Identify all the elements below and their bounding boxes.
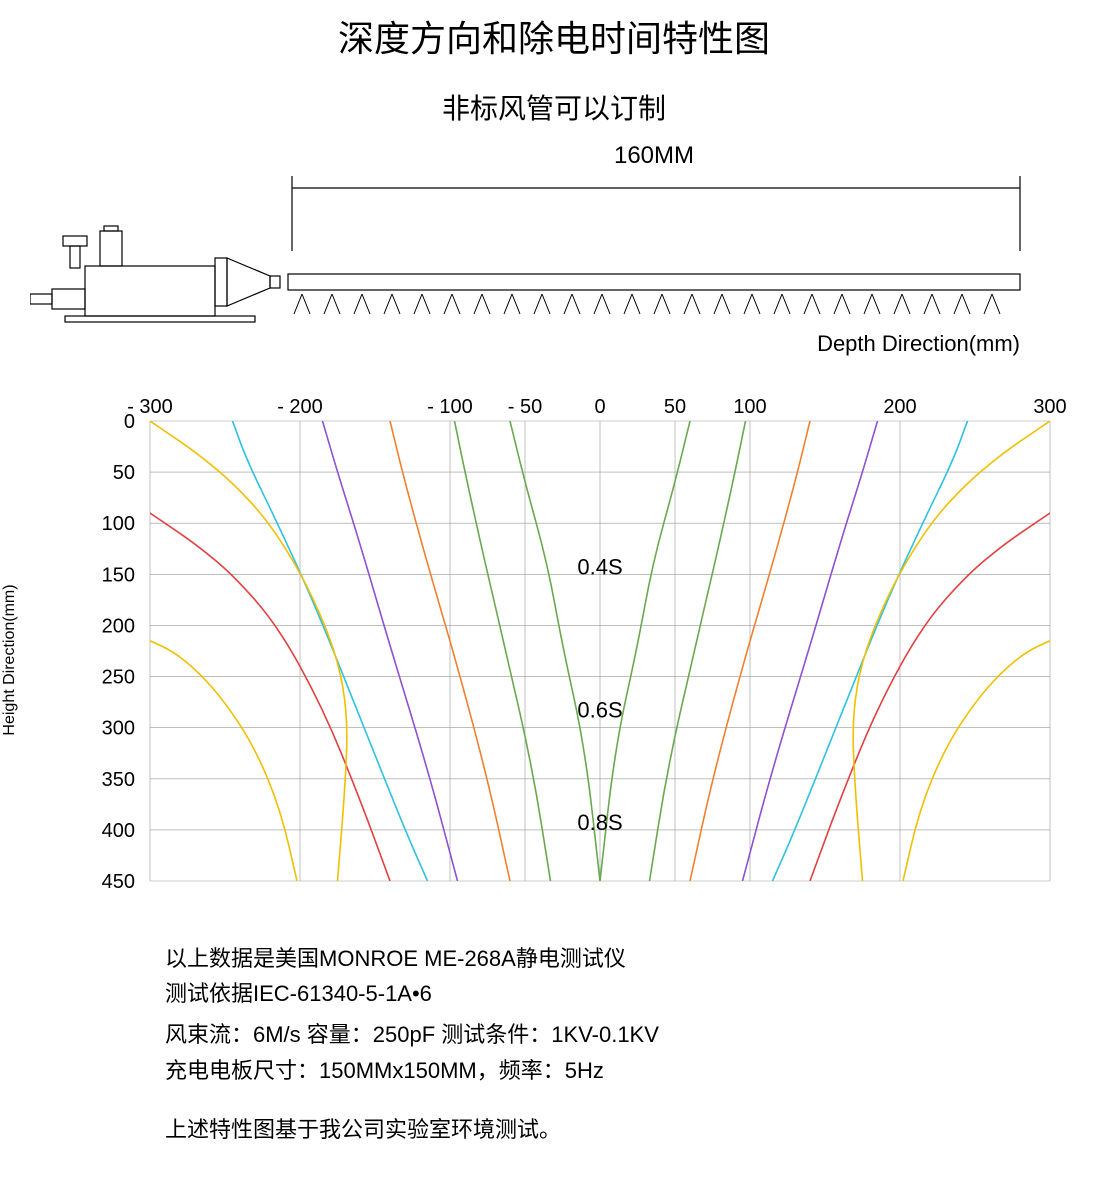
svg-text:- 100: - 100 — [427, 396, 473, 418]
svg-text:0.4S: 0.4S — [577, 554, 622, 579]
chart-area: Height Direction(mm) - 300- 200- 100- 50… — [30, 391, 1078, 911]
svg-text:200: 200 — [883, 396, 916, 418]
svg-text:450: 450 — [102, 871, 135, 893]
svg-text:Depth Direction(mm): Depth Direction(mm) — [817, 331, 1020, 356]
contour-chart: - 300- 200- 100- 50050100200300050100150… — [30, 391, 1078, 911]
svg-text:300: 300 — [1033, 396, 1066, 418]
y-axis-title: Height Direction(mm) — [1, 584, 19, 735]
subtitle: 非标风管可以订制 — [30, 87, 1078, 127]
svg-text:100: 100 — [733, 396, 766, 418]
note-line-4: 充电电板尺寸：150MMx150MM，频率：5Hz — [165, 1053, 1078, 1088]
svg-text:- 50: - 50 — [508, 396, 542, 418]
svg-text:400: 400 — [102, 820, 135, 842]
note-line-5: 上述特性图基于我公司实验室环境测试。 — [165, 1112, 1078, 1147]
svg-text:250: 250 — [102, 667, 135, 689]
svg-text:50: 50 — [113, 462, 135, 484]
svg-text:0.8S: 0.8S — [577, 810, 622, 835]
svg-text:300: 300 — [102, 718, 135, 740]
device-diagram: Depth Direction(mm) — [30, 176, 1078, 366]
svg-text:350: 350 — [102, 769, 135, 791]
page: 深度方向和除电时间特性图 非标风管可以订制 160MM Depth Direct… — [0, 0, 1108, 1177]
svg-text:- 200: - 200 — [277, 396, 323, 418]
svg-text:50: 50 — [664, 396, 686, 418]
svg-text:200: 200 — [102, 615, 135, 637]
device-diagram-row: Depth Direction(mm) — [30, 176, 1078, 366]
svg-text:0: 0 — [124, 411, 135, 433]
dimension-label: 160MM — [30, 142, 1078, 170]
note-line-2: 测试依据IEC-61340-5-1A•6 — [165, 976, 1078, 1011]
note-line-3: 风束流：6M/s 容量：250pF 测试条件：1KV-0.1KV — [165, 1017, 1078, 1052]
svg-text:150: 150 — [102, 564, 135, 586]
note-line-1: 以上数据是美国MONROE ME-268A静电测试仪 — [165, 941, 1078, 976]
svg-text:100: 100 — [102, 513, 135, 535]
svg-text:0.6S: 0.6S — [577, 697, 622, 722]
svg-text:0: 0 — [594, 396, 605, 418]
notes: 以上数据是美国MONROE ME-268A静电测试仪 测试依据IEC-61340… — [165, 941, 1078, 1147]
page-title: 深度方向和除电时间特性图 — [30, 10, 1078, 62]
